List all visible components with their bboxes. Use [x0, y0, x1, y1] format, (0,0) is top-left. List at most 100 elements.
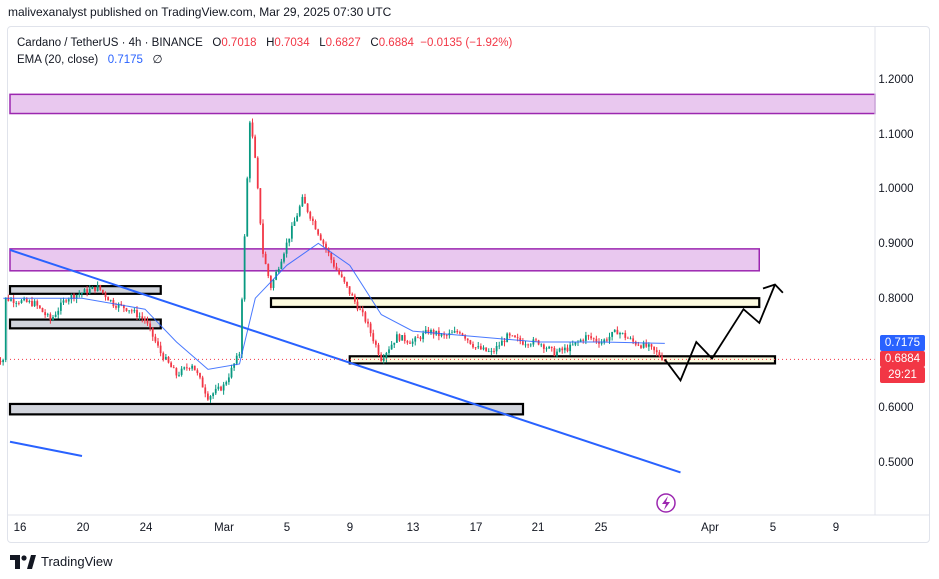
candle-body-240 — [624, 332, 627, 338]
candle-countdown: 29:21 — [880, 367, 925, 383]
candle-body-86 — [220, 386, 222, 391]
ema-price-badge: 0.7175 — [880, 335, 925, 351]
candle-body-226 — [587, 335, 590, 337]
candle-body-40 — [99, 285, 102, 290]
candle-body-136 — [351, 293, 354, 296]
candle-body-41 — [101, 289, 104, 293]
candle-body-71 — [180, 368, 183, 375]
candle-body-28 — [67, 299, 70, 302]
candle-body-197 — [511, 335, 514, 337]
candle-body-14 — [31, 300, 33, 306]
candle-body-46 — [115, 306, 117, 308]
candle-body-56 — [141, 316, 144, 319]
candle-body-166 — [430, 329, 432, 334]
symbol-title[interactable]: Cardano / TetherUS · 4h · BINANCE — [17, 37, 203, 49]
candle-body-214 — [556, 351, 558, 356]
candle-body-134 — [346, 281, 348, 287]
candle-body-68 — [172, 367, 175, 369]
candle-body-253 — [658, 352, 661, 357]
candle-body-65 — [164, 356, 167, 360]
candle-body-175 — [453, 331, 456, 333]
trendline-0 — [9, 249, 681, 474]
low-value: 0.6827 — [325, 37, 361, 49]
candle-body-103 — [264, 253, 267, 265]
zone-grey-6 — [8, 402, 525, 416]
candle-body-138 — [356, 301, 359, 310]
candle-body-120 — [309, 211, 312, 219]
candle-body-74 — [188, 368, 191, 370]
candle-body-148 — [382, 358, 385, 361]
candle-body-76 — [193, 365, 196, 371]
tradingview-brand[interactable]: TradingView — [10, 554, 113, 569]
ema-label[interactable]: EMA (20, close) — [17, 54, 99, 66]
candle-body-96 — [246, 178, 249, 237]
candle-body-194 — [503, 340, 506, 343]
candle-body-100 — [256, 157, 259, 189]
candle-body-180 — [466, 338, 469, 341]
candle-body-228 — [592, 338, 595, 340]
candle-body-47 — [117, 303, 120, 308]
time-tick: 9 — [832, 522, 840, 534]
candle-body-5 — [7, 297, 10, 301]
price-tick: 1.2000 — [878, 74, 914, 86]
candle-body-202 — [524, 344, 527, 346]
candle-body-227 — [590, 336, 593, 339]
change-value: −0.0135 (−1.92%) — [420, 37, 513, 49]
candle-body-104 — [267, 264, 270, 277]
candle-body-152 — [393, 342, 396, 345]
candle-body-78 — [199, 373, 201, 378]
candle-body-112 — [288, 238, 291, 243]
candle-body-196 — [508, 333, 511, 336]
candle-body-184 — [477, 346, 480, 348]
candle-body-79 — [201, 377, 204, 388]
time-tick: 17 — [469, 522, 483, 534]
candle-body-31 — [75, 294, 78, 299]
candle-body-187 — [485, 347, 488, 352]
price-tick: 0.8000 — [878, 293, 914, 305]
ema-source-icon[interactable]: ∅ — [152, 54, 163, 66]
candle-body-64 — [162, 353, 165, 360]
candle-body-7 — [12, 299, 15, 303]
candle-body-18 — [41, 308, 44, 313]
candle-body-232 — [603, 339, 606, 343]
candle-body-26 — [62, 300, 65, 303]
candle-body-17 — [38, 305, 41, 309]
candle-body-142 — [367, 321, 369, 324]
candle-body-48 — [120, 303, 123, 305]
candle-body-97 — [248, 122, 251, 179]
low-label: L — [319, 37, 326, 49]
candle-body-212 — [550, 346, 553, 348]
candle-body-220 — [571, 344, 574, 346]
candle-body-181 — [469, 340, 472, 345]
candle-body-247 — [642, 342, 645, 348]
candle-body-245 — [637, 344, 640, 346]
candle-body-235 — [611, 331, 614, 337]
candle-body-118 — [304, 196, 306, 204]
candle-body-4 — [4, 297, 7, 360]
candle-body-60 — [151, 327, 154, 337]
candle-body-195 — [506, 333, 509, 343]
zone-purple-0 — [9, 93, 876, 115]
candle-body-165 — [427, 329, 430, 334]
candle-body-125 — [322, 240, 325, 244]
candle-body-182 — [472, 344, 474, 348]
candle-body-69 — [175, 368, 178, 376]
candle-body-144 — [372, 333, 375, 342]
trendline-1 — [9, 440, 83, 458]
candle-body-37 — [91, 286, 94, 289]
candle-body-203 — [527, 344, 530, 346]
candle-body-38 — [94, 286, 96, 291]
candle-body-161 — [416, 337, 419, 339]
candle-body-201 — [521, 341, 524, 345]
candle-body-10 — [20, 300, 23, 303]
candle-body-51 — [128, 310, 131, 312]
candle-body-159 — [411, 341, 414, 344]
candle-body-155 — [401, 335, 404, 341]
candle-body-167 — [432, 329, 435, 335]
publisher-line: malivexanalyst published on TradingView.… — [8, 5, 392, 19]
candle-body-221 — [574, 342, 577, 345]
candle-body-72 — [183, 367, 186, 369]
candle-body-249 — [647, 344, 650, 347]
candle-body-156 — [403, 335, 406, 342]
